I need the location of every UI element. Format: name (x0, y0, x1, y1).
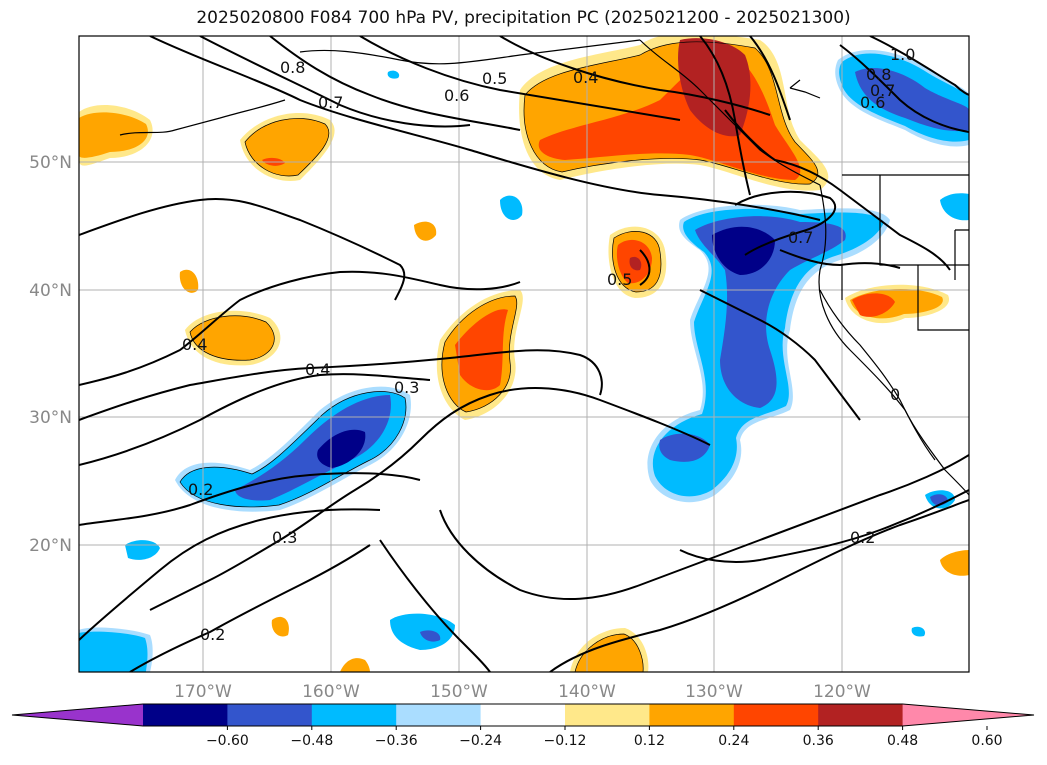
colorbar-segment (143, 704, 228, 726)
contour-label: 0.7 (870, 81, 895, 100)
contour-label: 0.8 (280, 58, 305, 77)
lon-label: 170°W (174, 682, 232, 702)
coastlines (119, 39, 969, 496)
colorbar-segment (480, 704, 566, 726)
colorbar-segment (649, 704, 735, 726)
colorbar: −0.60 −0.48 −0.36 −0.24 −0.12 0.12 0.24 0.36 0.4… (11, 703, 1035, 749)
contour-label: 1.0 (890, 45, 915, 64)
latitude-labels: 50°N 40°N 30°N 20°N (29, 153, 72, 556)
lon-label: 140°W (558, 682, 616, 702)
contour-label: 0.3 (394, 378, 419, 397)
contour-label: 0.6 (444, 86, 469, 105)
contour-label: 0.4 (182, 335, 207, 354)
map-area: 0.8 0.7 0.5 0.6 0.4 1.0 0.8 0.7 0.6 0.7 … (79, 36, 969, 672)
contour-label: 0.4 (305, 360, 330, 379)
contour-label: 0.2 (200, 625, 225, 644)
contour-label: 0.5 (607, 270, 632, 289)
contour-labels: 0.8 0.7 0.5 0.6 0.4 1.0 0.8 0.7 0.6 0.7 … (182, 45, 915, 644)
colorbar-tick-label: 0.60 (971, 733, 1002, 749)
colorbar-tick-label: −0.48 (290, 733, 333, 749)
colorbar-tick-label: −0.24 (459, 733, 502, 749)
colorbar-segment (818, 704, 904, 726)
contour-label: 0.2 (188, 480, 213, 499)
contour-label: 0.4 (573, 68, 598, 87)
colorbar-tick-label: 0.48 (887, 733, 918, 749)
longitude-labels: 170°W 160°W 150°W 140°W 130°W 120°W (174, 682, 871, 702)
contour-label: 0.6 (860, 93, 885, 112)
map-title: 2025020800 F084 700 hPa PV, precipitatio… (196, 8, 851, 28)
contour-label: 0.5 (482, 69, 507, 88)
colorbar-segment (227, 704, 313, 726)
colorbar-extend-min (12, 704, 143, 726)
colorbar-segment (396, 704, 482, 726)
colorbar-extend-max (902, 704, 1034, 726)
lat-label: 50°N (29, 153, 72, 173)
colorbar-tick-label: −0.36 (375, 733, 418, 749)
contour-label: 0.2 (850, 528, 875, 547)
colorbar-segment (565, 704, 650, 726)
map-frame (78, 35, 970, 673)
colorbar-tick-label: −0.60 (206, 733, 249, 749)
lon-label: 160°W (302, 682, 360, 702)
colorbar-segment (733, 704, 819, 726)
lat-label: 20°N (29, 536, 72, 556)
gridlines (79, 36, 969, 672)
lat-label: 30°N (29, 408, 72, 428)
shading-outlines (179, 41, 819, 672)
colorbar-outline (11, 703, 1035, 727)
colorbar-tick-label: 0.12 (634, 733, 665, 749)
colorbar-tick-label: 0.24 (718, 733, 749, 749)
contour-label: 0.7 (318, 93, 343, 112)
lat-label: 40°N (29, 281, 72, 301)
lon-label: 120°W (813, 682, 871, 702)
pv-contours (79, 36, 969, 672)
contour-label: 0 (890, 385, 900, 404)
colorbar-tick-label: −0.12 (544, 733, 587, 749)
contour-label: 0.7 (788, 228, 813, 247)
contour-label: 0.8 (866, 65, 891, 84)
colorbar-tick-label: 0.36 (803, 733, 834, 749)
lon-label: 150°W (430, 682, 488, 702)
lon-label: 130°W (685, 682, 743, 702)
colorbar-segment (311, 704, 397, 726)
contour-label: 0.3 (272, 528, 297, 547)
